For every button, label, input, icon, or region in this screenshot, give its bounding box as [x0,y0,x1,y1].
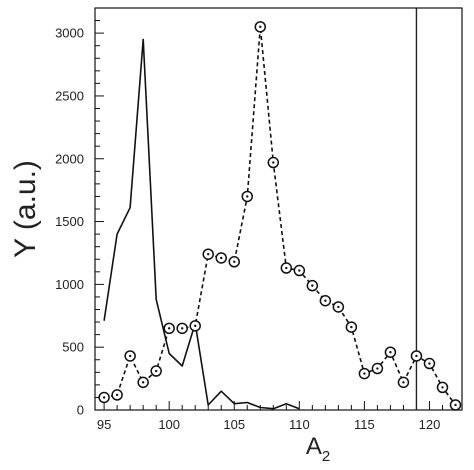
marker-dot [441,386,444,389]
marker-dot [389,351,392,354]
marker-dot [141,381,145,384]
marker-dot [207,253,210,256]
series-2-marker [371,362,384,375]
series-2-marker [449,399,462,411]
y-tick-label: 1000 [55,277,84,292]
series-2-marker [319,294,332,307]
y-tick-label: 3000 [55,26,84,41]
marker-dot [102,396,106,399]
marker-dot [246,195,249,198]
series-2-marker [423,357,436,370]
marker-dot [154,369,158,373]
marker-dot [428,362,431,365]
series-2-marker [410,350,423,362]
marker-dot [167,327,171,330]
series-2-marker [189,320,201,332]
y-tick-label: 2500 [55,88,84,103]
marker-dot [115,393,119,397]
series-2-marker [150,365,162,377]
series-2-marker [111,389,123,401]
series-2-marker [124,350,136,362]
series-2-marker [176,322,188,335]
series-2-marker [241,190,254,203]
series-2-marker [436,381,449,394]
series-2-marker [215,252,227,264]
marker-dot [415,354,418,358]
marker-dot [259,25,262,29]
plot-frame [94,7,463,411]
series-1-line [103,38,300,410]
marker-dot [298,269,301,272]
marker-dot [233,260,236,263]
marker-dot [337,305,340,309]
series-2-marker [254,21,267,33]
y-tick-label: 1500 [55,214,84,229]
marker-dot [272,161,275,164]
marker-dot [324,299,327,302]
marker-dot [376,367,379,370]
series-2-marker [98,391,110,404]
x-axis-label-main: A [306,433,322,460]
series-2-marker [267,156,280,169]
y-tick-label: 2000 [55,151,84,166]
x-tick-label: 95 [97,417,111,432]
series-2-marker [384,346,397,358]
x-tick-label: 105 [223,417,245,432]
series-2-marker [345,321,358,333]
x-tick-label: 115 [354,417,375,432]
marker-dot [194,324,197,328]
tick-labels-layer: 95 100 105 110 115 120 0 500 1000 1500 2000 2500 300… [55,26,440,432]
marker-dot [285,266,288,270]
marker-dot [128,354,132,358]
marker-dot [350,325,353,329]
series-2-marker [397,376,410,389]
series-2-marker [228,256,241,268]
x-axis-label-subscript: 2 [322,448,330,465]
series-2-marker [306,279,319,292]
series-2-marker [280,262,293,274]
y-axis-label: Y (a.u.) [9,160,42,258]
series-2-marker [163,322,175,335]
series-2-marker [293,264,306,277]
series-2-line [103,25,457,406]
lines-layer [103,8,457,410]
series-2-marker [137,376,149,389]
y-tick-label: 0 [77,403,84,418]
series-2-marker [332,301,345,313]
markers-layer [98,21,462,411]
marker-dot [311,284,314,287]
x-tick-label: 120 [419,417,441,432]
marker-dot [454,403,457,407]
series-2-marker [358,367,371,380]
marker-dot [363,372,366,375]
series-2-marker [202,248,214,260]
x-tick-label: 110 [289,417,310,432]
marker-dot [180,327,184,330]
x-tick-label: 100 [158,417,180,432]
y-tick-label: 500 [62,340,84,355]
ticks-layer [95,20,456,411]
x-axis-label: A2 [306,433,330,465]
marker-dot [220,256,223,260]
marker-dot [402,381,405,384]
